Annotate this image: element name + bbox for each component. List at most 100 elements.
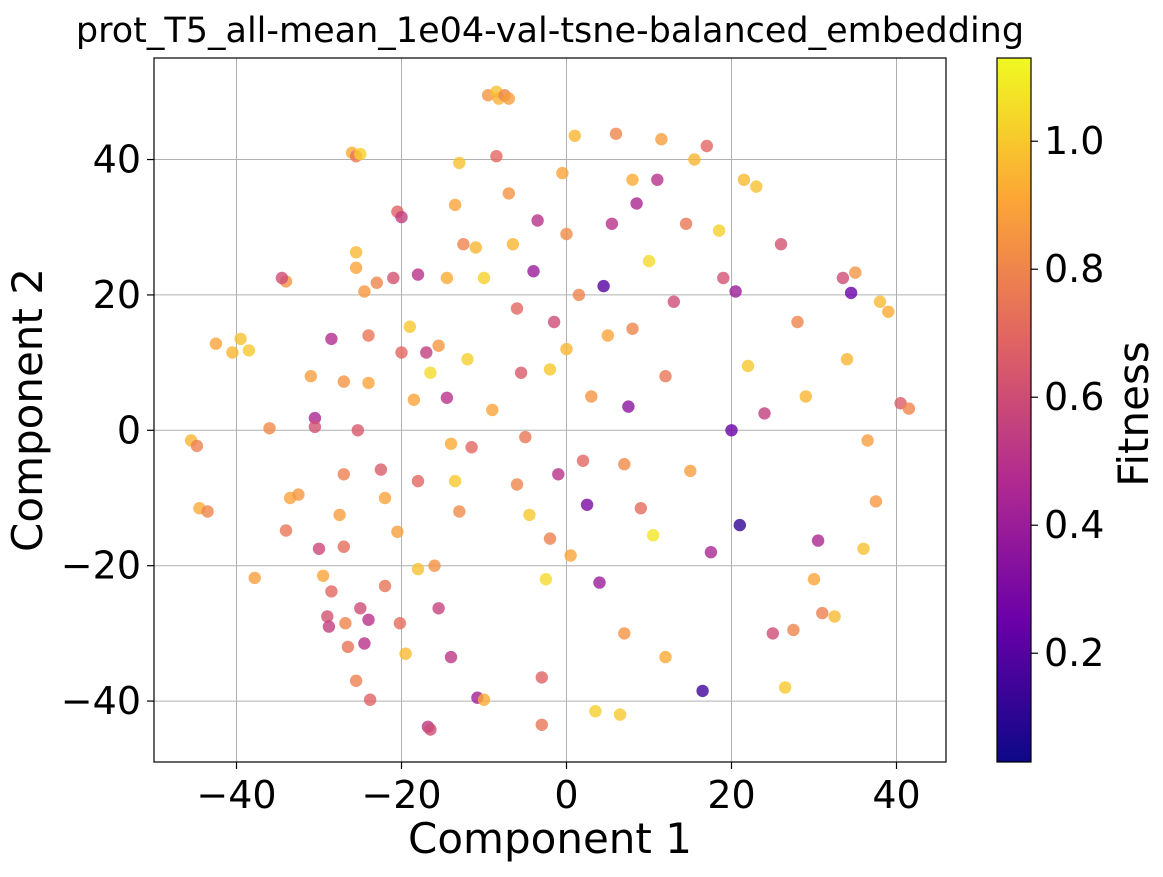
y-axis-label: Component 2 bbox=[3, 268, 52, 552]
x-tick-label: −20 bbox=[361, 773, 441, 817]
data-point bbox=[646, 529, 660, 542]
data-point bbox=[312, 542, 326, 555]
data-point bbox=[531, 214, 544, 227]
data-point bbox=[626, 322, 639, 335]
data-point bbox=[552, 468, 565, 481]
data-point bbox=[882, 305, 895, 318]
x-tick-label: −40 bbox=[196, 773, 276, 817]
colorbar-tick-label: 0.4 bbox=[1044, 503, 1104, 547]
data-point bbox=[630, 197, 643, 210]
data-point bbox=[234, 332, 247, 346]
data-point bbox=[523, 508, 536, 522]
data-point bbox=[358, 285, 371, 298]
y-tick-label: −20 bbox=[61, 544, 141, 588]
data-point bbox=[308, 411, 322, 425]
data-point bbox=[605, 217, 619, 230]
plot-frame bbox=[153, 57, 947, 763]
data-point bbox=[403, 320, 416, 333]
data-point bbox=[362, 376, 375, 390]
data-point bbox=[840, 353, 854, 366]
data-point bbox=[358, 637, 371, 650]
data-point bbox=[725, 424, 738, 437]
data-point bbox=[440, 271, 454, 285]
data-point bbox=[510, 478, 524, 491]
data-point bbox=[618, 458, 631, 471]
data-point bbox=[374, 463, 388, 476]
data-point bbox=[432, 602, 445, 615]
data-point bbox=[844, 286, 858, 300]
colorbar-tick-label: 0.6 bbox=[1044, 375, 1104, 419]
data-point bbox=[490, 150, 503, 163]
data-point bbox=[411, 474, 425, 488]
data-point bbox=[428, 559, 441, 572]
data-point bbox=[849, 266, 862, 279]
x-axis-ticks: −40 −20 0 20 40 bbox=[196, 762, 921, 817]
data-point bbox=[704, 546, 718, 559]
data-point bbox=[354, 602, 367, 615]
colorbar-tick-label: 0.2 bbox=[1044, 631, 1104, 675]
data-point bbox=[341, 640, 355, 654]
x-tick-label: 40 bbox=[872, 773, 920, 817]
data-point bbox=[589, 705, 602, 718]
data-point bbox=[420, 346, 433, 359]
x-tick-label: 0 bbox=[554, 773, 578, 817]
data-point bbox=[547, 315, 561, 329]
data-point bbox=[424, 366, 437, 379]
data-point bbox=[457, 238, 470, 251]
data-point bbox=[453, 156, 466, 170]
data-point bbox=[750, 180, 763, 193]
data-point bbox=[461, 353, 474, 366]
data-point bbox=[362, 329, 375, 342]
data-point bbox=[712, 224, 726, 237]
data-point bbox=[861, 434, 874, 447]
data-point bbox=[519, 430, 532, 444]
data-point bbox=[696, 684, 709, 698]
data-point bbox=[316, 569, 330, 582]
data-point bbox=[799, 390, 812, 403]
data-point bbox=[304, 370, 317, 383]
data-point bbox=[807, 573, 821, 586]
data-point bbox=[613, 708, 627, 721]
data-point bbox=[337, 540, 350, 553]
colorbar-gradient bbox=[997, 58, 1031, 762]
data-point bbox=[378, 491, 392, 505]
data-point bbox=[568, 129, 581, 142]
data-point bbox=[226, 346, 239, 359]
data-point bbox=[560, 227, 573, 241]
data-point bbox=[741, 359, 755, 373]
data-point bbox=[444, 650, 458, 664]
x-axis-label: Component 1 bbox=[408, 814, 692, 863]
data-point bbox=[655, 133, 668, 146]
data-point bbox=[453, 505, 466, 518]
data-point bbox=[626, 173, 639, 186]
data-point bbox=[477, 271, 491, 285]
data-point bbox=[560, 342, 573, 356]
data-point bbox=[778, 681, 792, 694]
data-point bbox=[585, 390, 598, 403]
data-point bbox=[576, 454, 590, 467]
data-point bbox=[717, 271, 730, 285]
data-point bbox=[816, 606, 829, 620]
data-point bbox=[774, 238, 788, 251]
data-point bbox=[593, 576, 606, 589]
data-point bbox=[642, 254, 656, 268]
data-point bbox=[448, 474, 462, 488]
data-point bbox=[321, 610, 334, 623]
data-point bbox=[322, 620, 336, 633]
data-points bbox=[184, 85, 916, 736]
data-point bbox=[622, 400, 635, 413]
x-tick-label: 20 bbox=[707, 773, 755, 817]
data-point bbox=[354, 147, 367, 161]
data-point bbox=[510, 302, 524, 315]
data-point bbox=[618, 627, 631, 640]
data-point bbox=[539, 573, 553, 586]
data-point bbox=[733, 518, 746, 532]
data-point bbox=[688, 153, 701, 166]
data-point bbox=[502, 92, 515, 105]
data-point bbox=[486, 403, 499, 417]
data-point bbox=[351, 424, 364, 437]
data-point bbox=[308, 420, 322, 434]
